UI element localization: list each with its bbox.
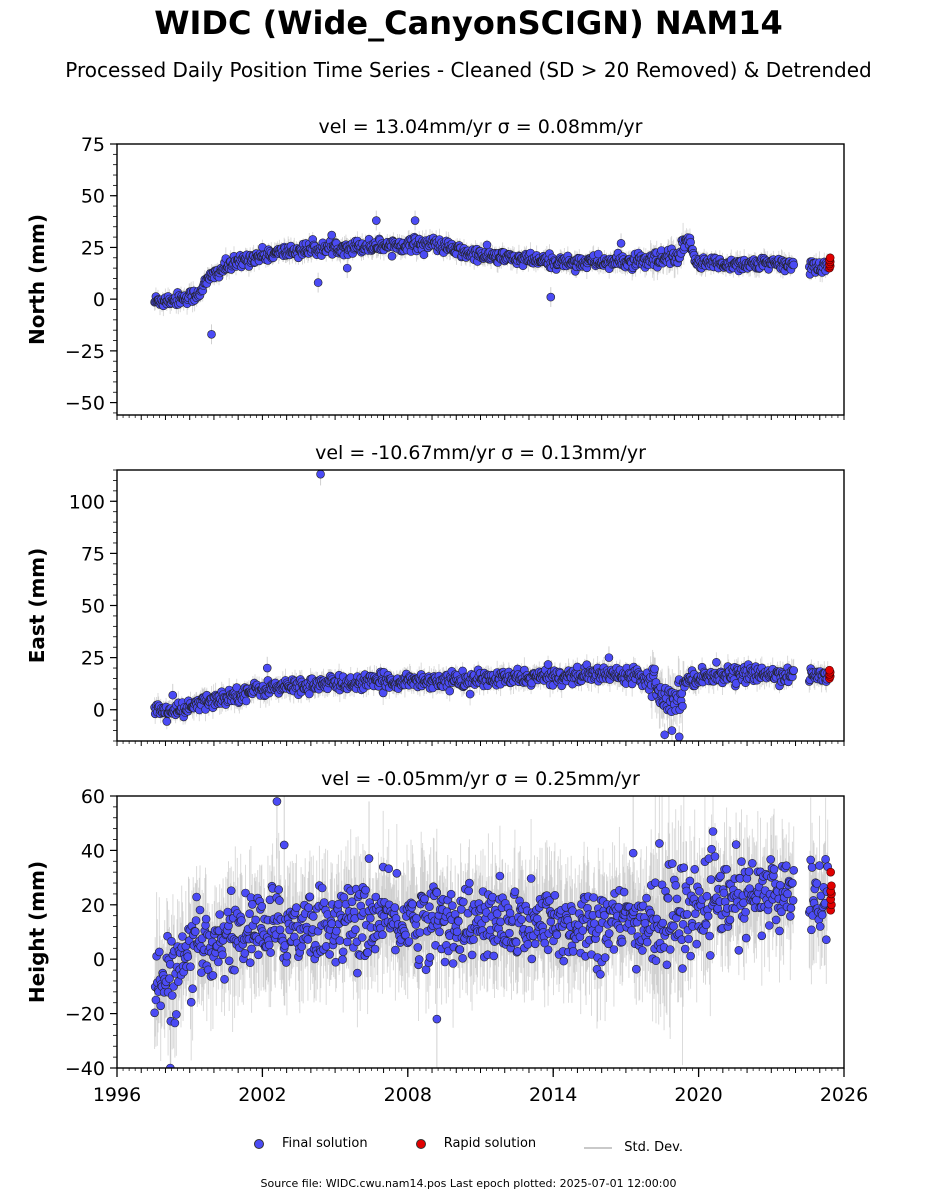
data-point xyxy=(304,689,314,699)
data-point xyxy=(241,696,251,706)
data-point xyxy=(650,664,659,674)
rapid-point xyxy=(825,665,834,675)
outlier-point xyxy=(371,216,381,225)
panel-title: vel = -10.67mm/yr σ = 0.13mm/yr xyxy=(315,442,646,464)
outlier-point xyxy=(674,732,684,741)
outlier-point xyxy=(207,330,216,339)
data-point xyxy=(387,251,397,261)
data-point xyxy=(789,666,799,675)
outlier-point xyxy=(616,238,626,248)
data-point xyxy=(327,230,337,240)
outlier-point xyxy=(410,216,420,225)
panel-1: 100 75 50 25 0 vel = -10.67mm/yr σ = 0.13mm/y… xyxy=(25,442,845,746)
outlier-point xyxy=(342,263,352,273)
y-tick-label: −50 xyxy=(65,393,105,415)
panel-title: vel = 13.04mm/yr σ = 0.08mm/yr xyxy=(319,116,643,138)
stddev-bars xyxy=(154,210,829,345)
page-title: WIDC (Wide_CanyonSCIGN) NAM14 xyxy=(154,4,783,42)
panel-0: 75 50 25 0 −25 −50 vel = 13.04mm/yr σ = 0.08mm… xyxy=(25,116,845,420)
y-axis-label: North (mm) xyxy=(25,214,49,345)
y-tick-label: 75 xyxy=(81,543,105,565)
y-axis-label: East (mm) xyxy=(25,548,49,664)
data-point xyxy=(543,660,553,669)
data-point xyxy=(419,250,429,259)
y-tick-label: 0 xyxy=(93,289,105,311)
y-tick-label: 50 xyxy=(81,186,105,208)
y-tick-label: 25 xyxy=(81,237,105,259)
outlier-point xyxy=(316,470,325,479)
outlier-point xyxy=(546,292,556,302)
data-point xyxy=(482,240,492,250)
data-point xyxy=(678,701,687,711)
data-point xyxy=(593,249,603,259)
data-point xyxy=(445,686,455,696)
data-point xyxy=(465,689,475,699)
plot-area xyxy=(150,210,835,345)
final-points xyxy=(150,470,835,741)
data-point xyxy=(572,662,582,672)
outlier-point xyxy=(262,663,272,673)
plot-area xyxy=(150,470,835,741)
y-tick-label: 25 xyxy=(81,648,105,670)
y-tick-label: 0 xyxy=(93,700,105,722)
final-points xyxy=(150,216,835,339)
outlier-point xyxy=(667,726,677,735)
y-tick-label: 100 xyxy=(69,491,105,513)
page-subtitle: Processed Daily Position Time Series - C… xyxy=(65,58,872,82)
outlier-point xyxy=(604,653,614,662)
data-point xyxy=(162,717,172,726)
plot-area xyxy=(150,796,836,1068)
data-point xyxy=(712,657,721,667)
y-tick-label: 50 xyxy=(81,596,105,618)
y-tick-label: 75 xyxy=(81,134,105,156)
y-tick-label: −25 xyxy=(65,341,105,363)
data-point xyxy=(686,237,695,247)
rapid-point xyxy=(825,253,835,263)
outlier-point xyxy=(660,730,669,740)
outlier-point xyxy=(313,278,323,287)
outlier-point xyxy=(168,690,178,700)
stddev-bars xyxy=(154,470,829,741)
data-point xyxy=(789,260,799,270)
